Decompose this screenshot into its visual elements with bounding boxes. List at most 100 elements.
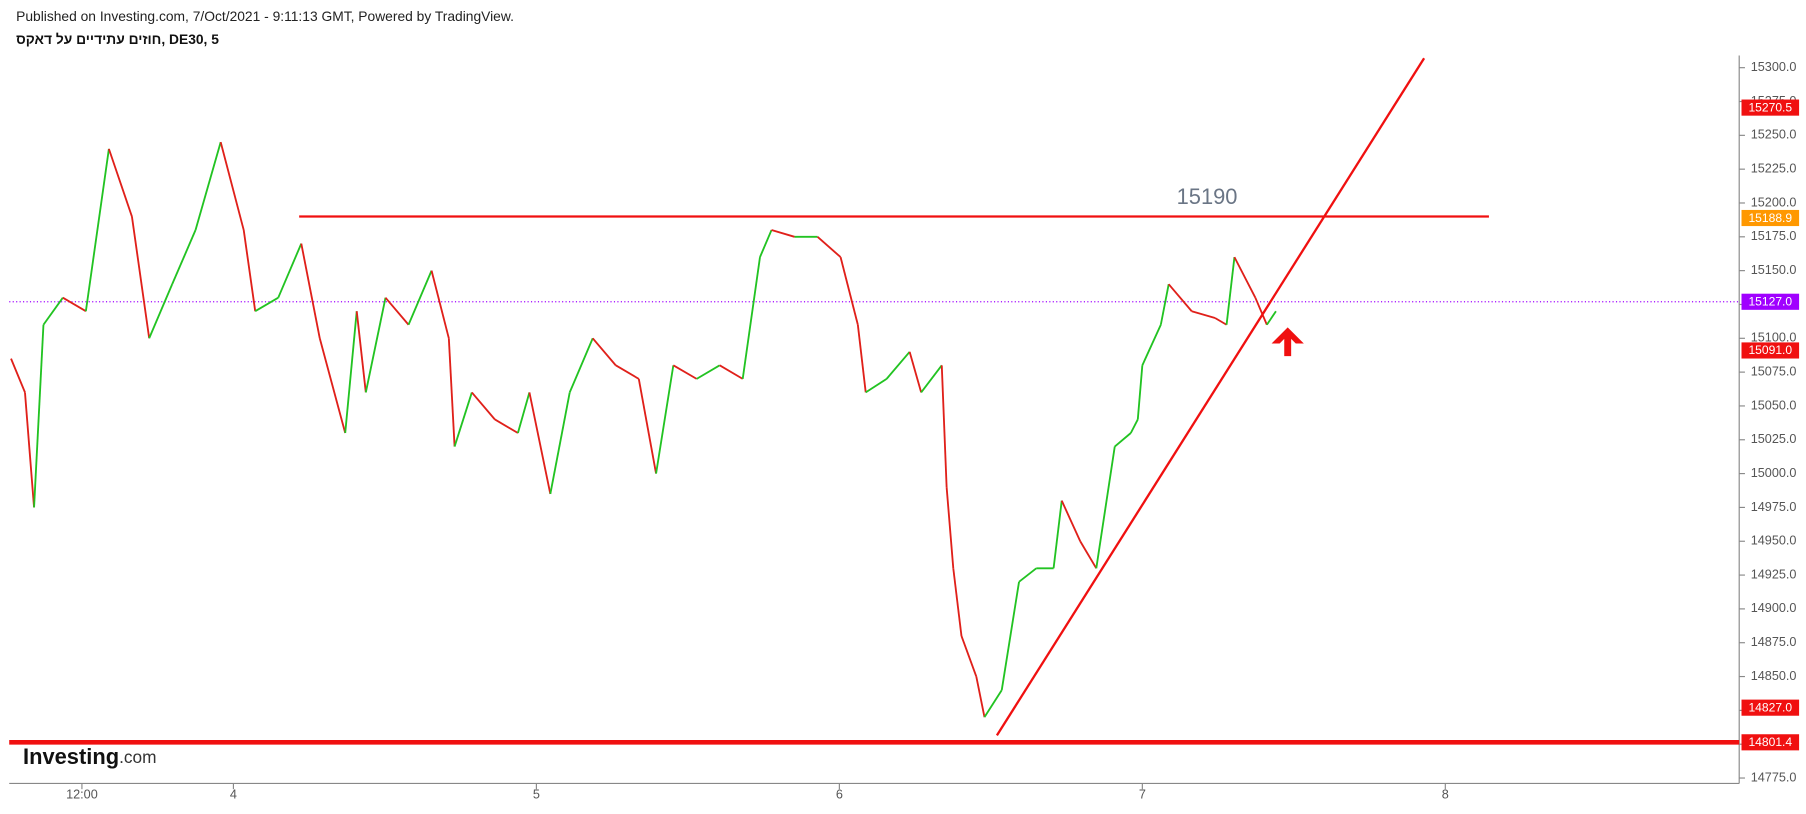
x-tick-label: 8	[1442, 787, 1449, 801]
price-segment	[975, 676, 986, 718]
price-segment	[1018, 567, 1037, 583]
price-segment	[1233, 256, 1257, 299]
price-segment	[42, 297, 64, 326]
price-segment	[672, 364, 698, 380]
y-tick-label: 15050.0	[1751, 398, 1797, 412]
price-segment	[33, 324, 45, 508]
y-tick-label: 14775.0	[1751, 770, 1797, 784]
x-tick-label: 4	[230, 787, 237, 801]
price-segment	[856, 324, 867, 393]
price-segment	[655, 365, 675, 474]
price-segment	[741, 256, 761, 380]
price-segment	[1159, 283, 1170, 325]
y-tick-label: 15025.0	[1751, 432, 1797, 446]
price-segment	[1095, 446, 1116, 569]
price-label: 15091.0	[1748, 343, 1792, 357]
price-segment	[318, 338, 347, 434]
price-label: 15188.9	[1748, 211, 1792, 225]
watermark-brand: Investing	[23, 744, 119, 769]
watermark-suffix: .com	[119, 747, 156, 767]
price-segment	[430, 270, 450, 339]
price-segment	[983, 689, 1003, 718]
plot-area	[9, 141, 1740, 718]
y-tick-label: 15300.0	[1751, 60, 1797, 74]
published-note: Published on Investing.com, 7/Oct/2021 -…	[16, 8, 514, 24]
symbol-title: חוזים עתידיים על דאקס, DE30, 5	[16, 31, 219, 47]
price-segment	[242, 229, 257, 312]
price-segment	[1141, 324, 1162, 366]
price-segment	[885, 351, 911, 380]
y-tick-label: 14850.0	[1751, 669, 1797, 683]
price-label: 14827.0	[1748, 700, 1792, 714]
price-segment	[344, 311, 358, 434]
y-tick-label: 15250.0	[1751, 128, 1797, 142]
price-segment	[615, 364, 640, 380]
price-segment	[940, 365, 948, 488]
price-segment	[10, 358, 26, 393]
trend-line	[995, 57, 1426, 737]
price-label: 15270.5	[1748, 100, 1792, 114]
price-label-box	[1741, 99, 1800, 116]
price-segment	[384, 297, 410, 326]
y-tick-label: 15150.0	[1751, 263, 1797, 277]
price-label-box	[1741, 699, 1800, 716]
price-segment	[219, 141, 245, 231]
price-segment	[453, 392, 473, 447]
price-segment	[696, 364, 721, 380]
price-segment	[719, 364, 744, 380]
price-segment	[1136, 365, 1144, 420]
price-segment	[194, 141, 222, 231]
price-segment	[865, 378, 888, 394]
resistance-label: 15190	[1177, 184, 1238, 209]
price-segment	[24, 392, 35, 508]
y-tick-label: 15175.0	[1751, 229, 1797, 243]
price-segment	[952, 568, 963, 637]
price-segment	[447, 338, 456, 447]
price-segment	[277, 243, 303, 299]
price-label-box	[1741, 342, 1800, 359]
y-tick-label: 14925.0	[1751, 567, 1797, 581]
watermark: Investing.com	[23, 744, 156, 769]
price-segment	[528, 392, 552, 495]
x-tick-label: 6	[836, 787, 843, 801]
price-segment	[1167, 283, 1193, 312]
y-tick-label: 15075.0	[1751, 364, 1797, 378]
price-segment	[84, 148, 110, 312]
price-segment	[960, 635, 978, 677]
price-label-box	[1741, 293, 1800, 310]
x-tick-label: 7	[1139, 787, 1146, 801]
price-segment	[494, 418, 519, 434]
price-segment	[1254, 297, 1268, 326]
price-segment	[920, 364, 943, 393]
price-segment	[62, 296, 87, 313]
price-segment	[355, 311, 367, 393]
price-segment	[549, 392, 571, 495]
price-segment	[1079, 540, 1098, 569]
price-segment	[1225, 257, 1236, 325]
price-segment	[1052, 500, 1063, 569]
y-tick-label: 14975.0	[1751, 500, 1797, 514]
price-segment	[1130, 419, 1139, 434]
price-segment	[108, 148, 133, 217]
price-segment	[171, 229, 197, 285]
price-segment	[131, 216, 151, 339]
price-segment	[839, 256, 859, 325]
price-segment	[568, 337, 594, 393]
y-tick-label: 15100.0	[1751, 331, 1797, 345]
y-tick-label: 14950.0	[1751, 534, 1797, 548]
price-label-box	[1741, 734, 1800, 751]
price-label-box	[1741, 209, 1800, 227]
price-segment	[759, 229, 773, 258]
price-segment	[592, 337, 617, 366]
price-segment	[816, 236, 842, 258]
y-tick-label: 15200.0	[1751, 195, 1797, 209]
price-label: 15127.0	[1748, 295, 1792, 309]
price-segment	[637, 378, 657, 474]
y-tick-label: 15000.0	[1751, 466, 1797, 480]
price-segment	[1266, 310, 1277, 326]
price-segment	[517, 392, 531, 434]
x-tick-label: 12:00	[66, 787, 98, 801]
price-segment	[254, 296, 279, 313]
x-tick-label: 5	[533, 787, 540, 801]
